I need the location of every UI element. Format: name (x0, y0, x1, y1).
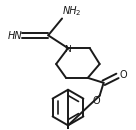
Text: O: O (93, 96, 101, 106)
Text: HN: HN (7, 31, 22, 41)
Text: 2: 2 (76, 10, 80, 16)
Text: O: O (120, 70, 127, 80)
Text: NH: NH (63, 6, 77, 16)
Text: N: N (64, 45, 70, 54)
